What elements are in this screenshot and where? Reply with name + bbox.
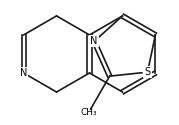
Text: CH₃: CH₃ <box>80 108 97 117</box>
Text: N: N <box>91 36 98 46</box>
Text: N: N <box>20 68 27 78</box>
Text: S: S <box>144 67 151 77</box>
